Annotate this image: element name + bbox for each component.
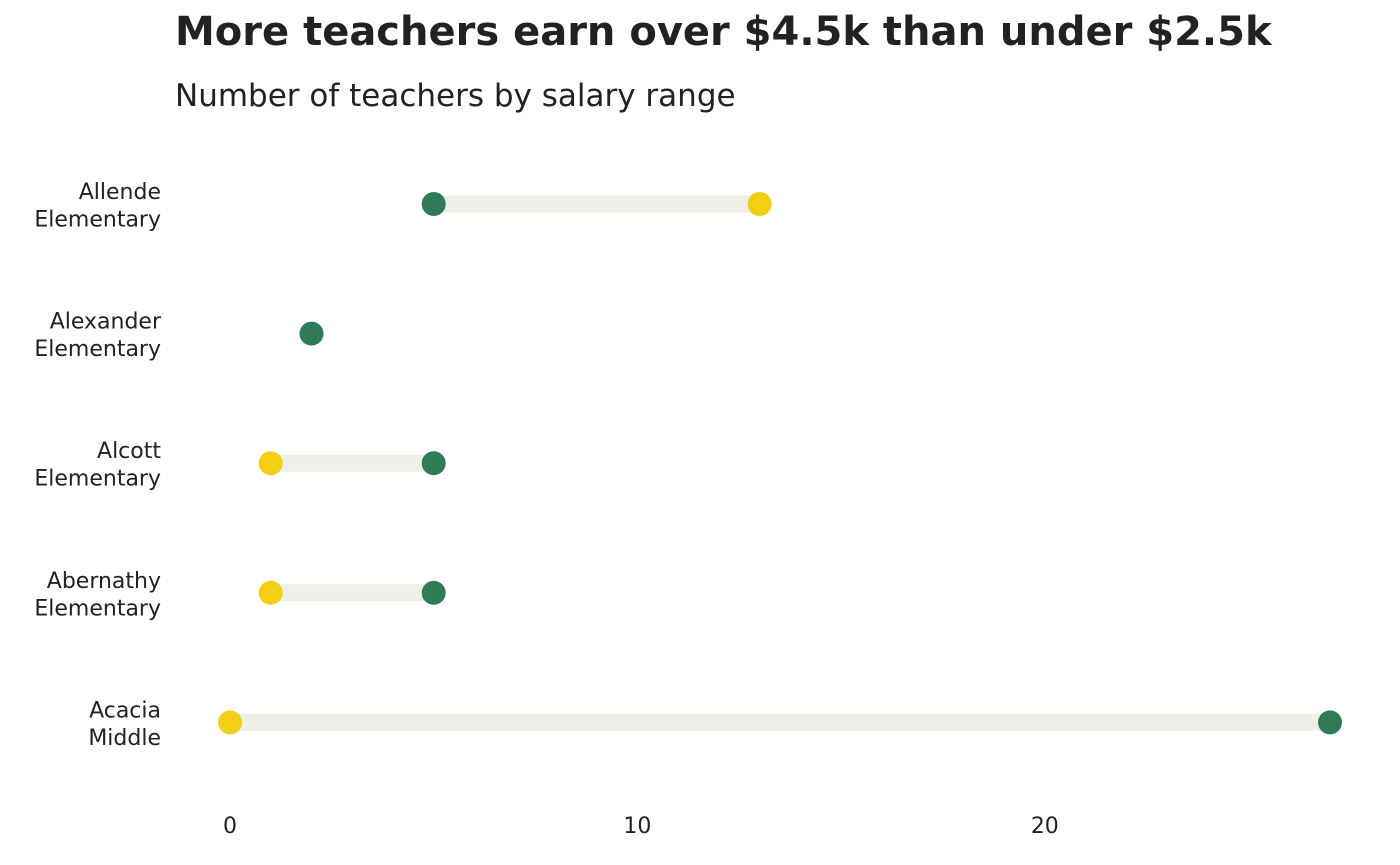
y-tick-label-line: Alexander <box>50 310 162 335</box>
y-tick-label-line: Elementary <box>34 208 161 233</box>
x-axis-ticks: 0 10 20 <box>223 814 1059 839</box>
connector-layer <box>230 195 1330 731</box>
y-tick-label: Abernathy Elementary <box>34 569 161 622</box>
y-tick-label-line: Abernathy <box>47 569 161 594</box>
x-tick-label: 20 <box>1031 814 1059 839</box>
y-tick-label-line: Alcott <box>97 439 161 464</box>
high-point <box>299 321 324 346</box>
high-point <box>1318 710 1342 735</box>
high-point <box>421 580 446 605</box>
y-tick-label: Acacia Middle <box>88 698 161 751</box>
chart-title: More teachers earn over $4.5k than under… <box>175 9 1272 55</box>
y-tick-label: Allende Elementary <box>34 180 161 233</box>
y-tick-label: Alcott Elementary <box>34 439 161 492</box>
x-tick-label: 0 <box>223 814 237 839</box>
x-tick-label: 10 <box>623 814 651 839</box>
y-tick-label-line: Middle <box>88 726 161 751</box>
high-point <box>421 192 446 216</box>
low-point <box>258 451 283 476</box>
high-point <box>421 451 446 476</box>
y-tick-label-line: Acacia <box>89 698 161 723</box>
low-point <box>747 192 772 216</box>
low-point <box>258 580 283 605</box>
y-tick-label-line: Elementary <box>34 596 161 621</box>
y-tick-label: Alexander Elementary <box>34 310 162 363</box>
y-tick-label-line: Allende <box>79 180 161 205</box>
low-point <box>218 710 242 735</box>
chart-subtitle: Number of teachers by salary range <box>175 78 736 114</box>
point-layer <box>218 192 1342 735</box>
y-tick-label-line: Elementary <box>34 337 161 362</box>
y-tick-label-line: Elementary <box>34 467 161 492</box>
